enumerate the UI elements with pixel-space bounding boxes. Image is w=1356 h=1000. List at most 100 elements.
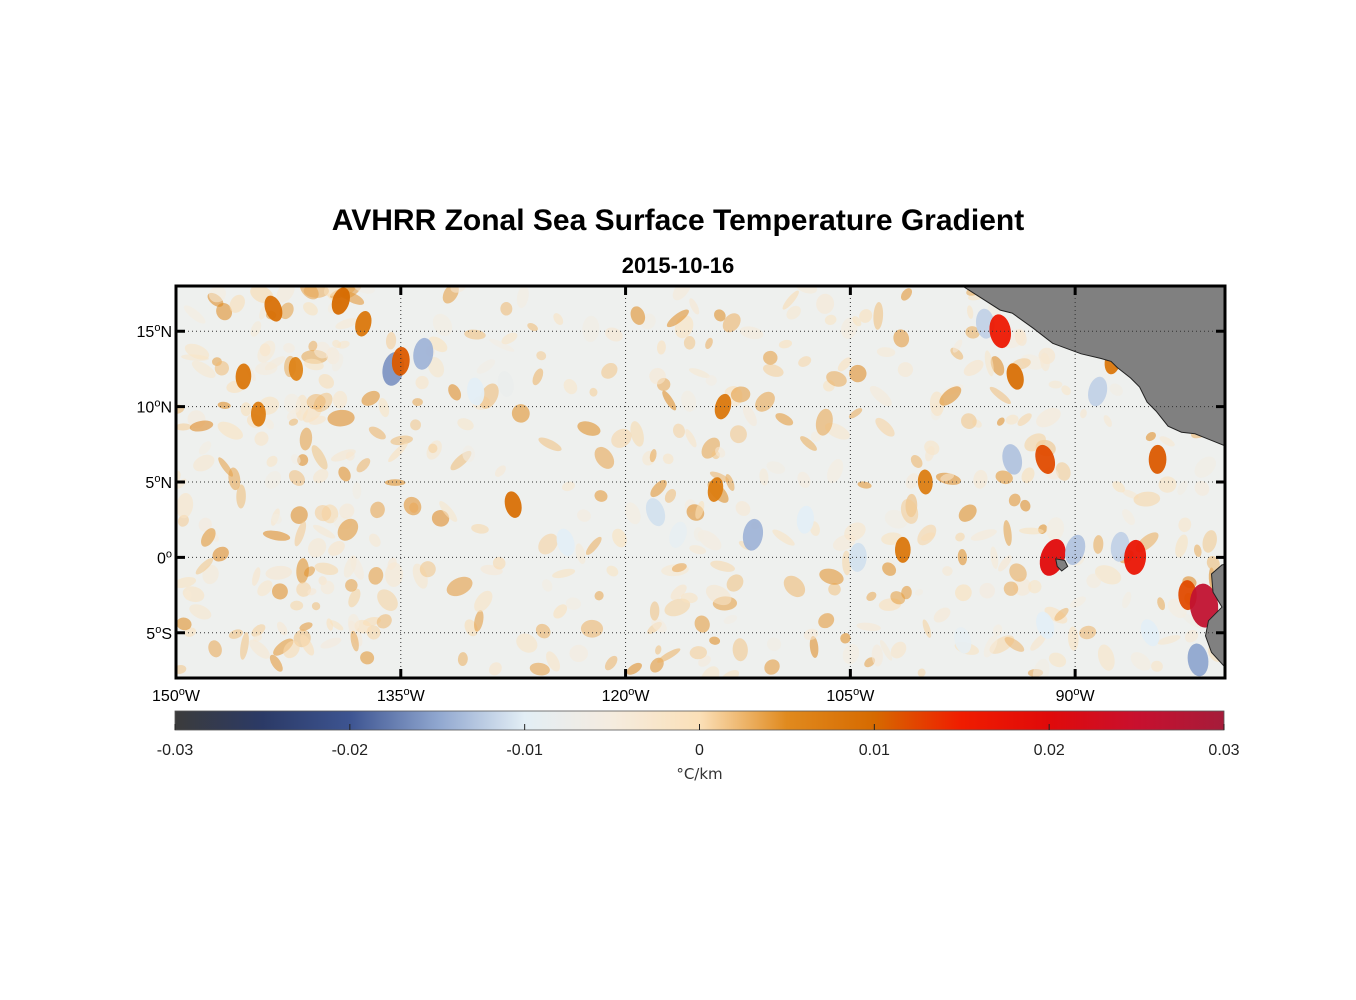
background-texture-blob: [283, 343, 295, 353]
map-frame: [174, 284, 1227, 680]
background-texture-blob: [1003, 520, 1012, 546]
gradient-feature: [707, 477, 724, 502]
background-texture-blob: [189, 604, 212, 620]
background-texture-blob: [873, 302, 884, 330]
background-texture-blob: [1068, 626, 1079, 651]
background-texture-blob: [989, 386, 1011, 405]
background-texture-blob: [837, 357, 852, 372]
background-texture-blob: [875, 417, 895, 437]
gradient-feature: [1140, 619, 1160, 647]
background-texture-blob: [432, 313, 453, 336]
background-texture-blob: [201, 528, 216, 547]
background-texture-blob: [798, 356, 812, 367]
background-texture-blob: [742, 404, 757, 427]
central-america-land: [961, 286, 1225, 447]
gradient-feature: [235, 363, 252, 390]
background-texture-blob: [271, 583, 288, 600]
background-texture-blob: [1086, 573, 1102, 589]
background-texture-blob: [961, 413, 977, 429]
background-texture-blob: [841, 317, 858, 339]
lat-tick-label: 10oN: [137, 398, 172, 417]
background-texture-blob: [427, 356, 445, 378]
background-texture-blob: [385, 562, 403, 588]
background-texture-blob: [271, 513, 282, 525]
background-texture-blob: [516, 633, 538, 653]
background-texture-blob: [290, 454, 301, 465]
background-texture-blob: [783, 575, 806, 598]
background-texture-blob: [439, 501, 458, 522]
gradient-feature: [1187, 643, 1209, 677]
background-texture-blob: [726, 574, 744, 592]
background-texture-blob: [664, 489, 677, 503]
background-texture-blob: [214, 361, 229, 376]
background-texture-blob: [385, 332, 397, 350]
background-texture-blob: [337, 518, 359, 541]
background-texture-blob: [1202, 530, 1217, 553]
background-texture-blob: [818, 613, 835, 629]
colorbar-tick-label: -0.03: [157, 742, 194, 759]
background-texture-blob: [532, 368, 544, 386]
background-texture-blob: [269, 654, 283, 672]
graticule: [176, 286, 1225, 678]
background-texture-blob: [871, 644, 883, 667]
background-texture-blob: [729, 425, 747, 444]
background-texture-blob: [208, 286, 227, 303]
background-texture-blob: [857, 481, 872, 489]
background-texture-blob: [782, 290, 799, 310]
background-texture-blob: [254, 431, 269, 446]
background-texture-blob: [563, 379, 578, 395]
background-texture-blob: [1178, 517, 1192, 533]
background-texture-blob: [772, 529, 795, 546]
background-texture-blob: [1112, 481, 1126, 493]
background-texture-blob: [630, 306, 646, 325]
background-texture-blob: [189, 420, 214, 432]
background-texture-blob: [879, 639, 893, 661]
lat-tick-label: 0o: [157, 548, 172, 567]
background-texture-blob: [252, 567, 261, 586]
background-texture-blob: [307, 538, 327, 558]
background-texture-blob: [759, 468, 769, 486]
background-texture-blob: [709, 636, 721, 645]
background-texture-blob: [803, 628, 819, 641]
background-texture-blob: [457, 652, 468, 667]
gradient-feature: [1189, 583, 1219, 628]
background-texture-blob: [1020, 499, 1031, 512]
background-texture-blob: [778, 339, 793, 349]
background-texture-blob: [859, 309, 873, 323]
background-texture-blob: [688, 368, 710, 379]
gradient-feature: [714, 393, 732, 420]
background-texture-blob: [893, 329, 910, 348]
background-texture-blob: [914, 589, 924, 596]
background-texture-blob: [900, 288, 913, 301]
background-texture-blob: [464, 329, 486, 340]
gradient-feature: [1148, 444, 1167, 474]
gradient-feature: [645, 498, 666, 527]
background-texture-blob: [705, 584, 732, 606]
background-texture-blob: [970, 529, 997, 541]
background-texture-blob: [1122, 591, 1132, 609]
background-texture-blob: [764, 659, 780, 675]
background-texture-blob: [300, 286, 319, 300]
background-texture-blob: [283, 640, 300, 659]
gradient-feature: [669, 521, 687, 548]
background-texture-blob: [313, 468, 329, 484]
background-texture-blob: [683, 336, 696, 350]
background-texture-blob: [326, 618, 334, 631]
background-texture-blob: [955, 532, 965, 542]
background-texture-blob: [176, 617, 192, 631]
background-texture-blob: [990, 546, 999, 569]
colorbar: -0.03 -0.02 -0.01 0 0.01 0.02 0.03 °C/km: [157, 710, 1240, 783]
background-texture-blob: [300, 634, 315, 656]
background-texture-blob: [694, 615, 710, 633]
background-texture-blob: [689, 646, 707, 660]
background-texture-blob: [428, 336, 448, 353]
background-texture-blob: [849, 364, 867, 383]
background-texture-blob: [917, 524, 937, 546]
background-texture-blob: [763, 350, 778, 365]
gradient-feature: [288, 356, 304, 381]
background-texture-blob: [910, 455, 923, 468]
background-texture-blob: [594, 490, 608, 502]
background-texture-blob: [605, 327, 623, 342]
background-texture-blob: [1003, 581, 1019, 596]
